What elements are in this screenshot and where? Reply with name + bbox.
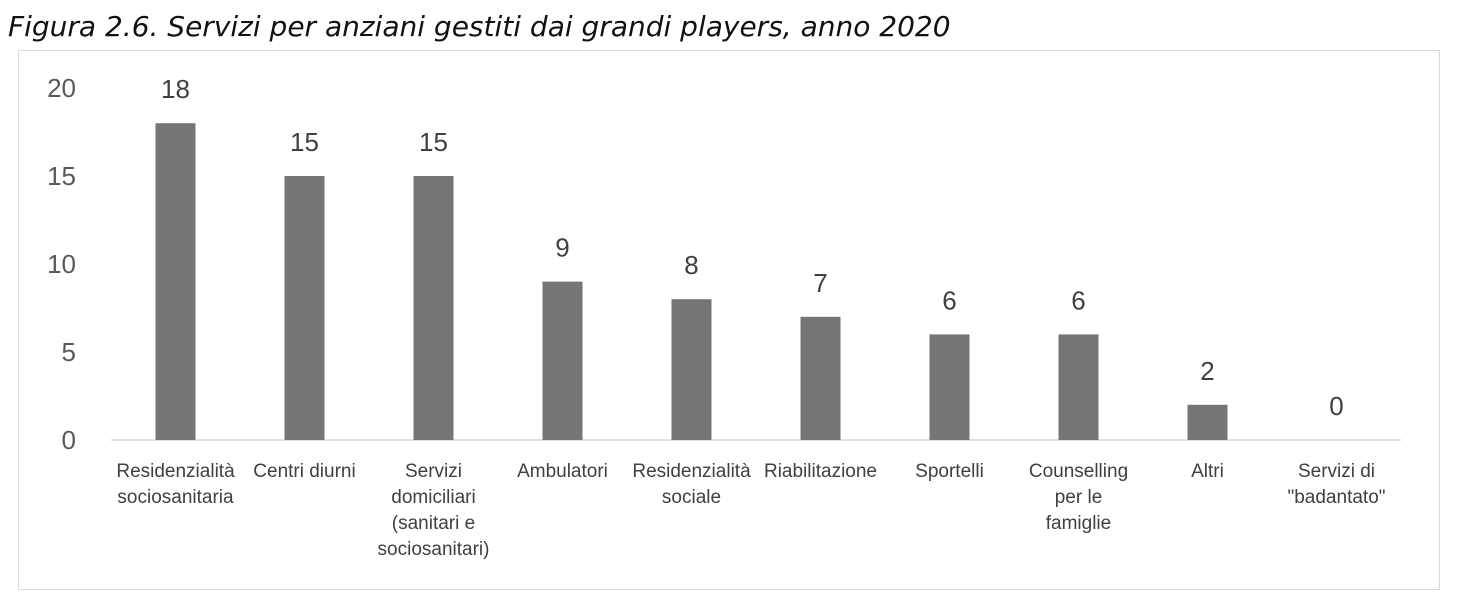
x-tick-label: Residenzialità sociale xyxy=(632,461,751,508)
chart-frame: 0 5 10 15 20 18 Residenzialità sociosanitaria 15… xyxy=(18,50,1440,590)
data-label: 8 xyxy=(684,250,698,280)
y-tick-label: 20 xyxy=(47,73,76,103)
x-tick-label: Servizi domiciliari (sanitari e sociosanita… xyxy=(378,461,490,560)
bar xyxy=(284,176,325,440)
data-label: 7 xyxy=(813,268,827,298)
y-tick-label: 0 xyxy=(62,425,76,455)
x-tick-label: Residenzialità sociosanitaria xyxy=(116,461,235,508)
data-label: 9 xyxy=(555,233,569,263)
y-tick-label: 15 xyxy=(47,161,76,191)
data-label: 15 xyxy=(419,127,448,157)
bar xyxy=(929,334,970,440)
y-tick-label: 10 xyxy=(47,249,76,279)
y-tick-label: 5 xyxy=(62,337,76,367)
bar xyxy=(542,281,583,440)
bar xyxy=(1187,404,1228,440)
figure-title: Figura 2.6. Servizi per anziani gestiti … xyxy=(8,10,951,43)
data-label: 0 xyxy=(1329,391,1343,421)
x-tick-label: Centri diurni xyxy=(253,461,355,482)
bar xyxy=(671,299,712,440)
x-tick-label: Altri xyxy=(1191,461,1224,482)
data-label: 18 xyxy=(161,74,190,104)
x-tick-label: Riabilitazione xyxy=(764,461,877,482)
x-tick-label: Sportelli xyxy=(915,461,984,482)
x-tick-label: Servizi di "badantato" xyxy=(1287,461,1385,508)
x-tick-label: Ambulatori xyxy=(517,461,608,482)
data-label: 6 xyxy=(942,285,956,315)
data-label: 15 xyxy=(290,127,319,157)
data-label: 2 xyxy=(1200,356,1214,386)
bar xyxy=(413,176,454,440)
data-label: 6 xyxy=(1071,285,1085,315)
bar xyxy=(800,316,841,440)
x-tick-label: Counselling per le famiglie xyxy=(1029,461,1128,534)
bar xyxy=(1058,334,1099,440)
bar xyxy=(155,123,196,440)
